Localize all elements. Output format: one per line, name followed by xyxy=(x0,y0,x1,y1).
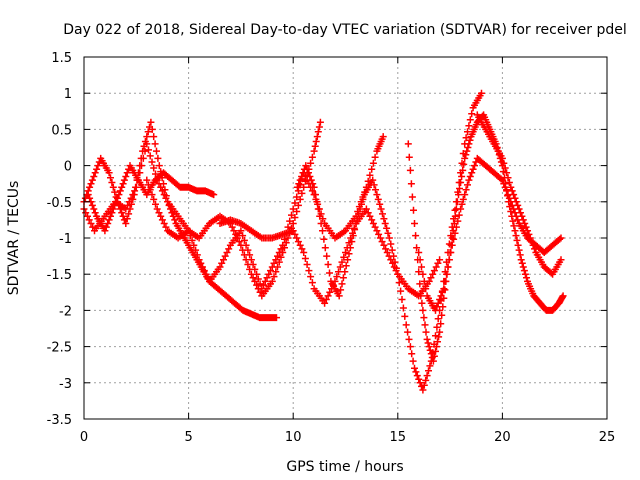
data-point-markers xyxy=(216,205,444,307)
data-point-markers xyxy=(473,111,565,278)
x-axis: 0 5 10 15 20 25 xyxy=(80,57,615,445)
y-tick-label: -3.5 xyxy=(47,413,72,428)
y-tick-label: 0 xyxy=(64,160,72,175)
series-track-f xyxy=(293,89,485,394)
y-axis: -3.5 -3 -2.5 -2 -1.5 -1 -0.5 0 0.5 1 1.5 xyxy=(47,51,607,428)
y-tick-label: 0.5 xyxy=(51,123,72,138)
y-tick-label: -2 xyxy=(59,304,72,319)
x-tick-label: 10 xyxy=(285,430,302,445)
series-track-e xyxy=(216,205,444,307)
y-tick-label: -0.5 xyxy=(47,196,72,211)
x-tick-label: 20 xyxy=(494,430,511,445)
x-axis-title: GPS time / hours xyxy=(286,459,403,475)
data-point-markers xyxy=(84,162,218,235)
series-track-i xyxy=(473,111,565,278)
chart-title: Day 022 of 2018, Sidereal Day-to-day VTE… xyxy=(63,22,627,38)
data-point-markers xyxy=(293,89,485,394)
y-tick-label: -3 xyxy=(59,377,72,392)
y-tick-label: -2.5 xyxy=(47,341,72,356)
y-axis-title: SDTVAR / TECUs xyxy=(6,181,22,296)
series-track-c xyxy=(84,162,218,235)
y-tick-label: 1 xyxy=(64,87,72,102)
data-points xyxy=(80,89,567,394)
y-tick-label: 1.5 xyxy=(51,51,72,66)
x-tick-label: 5 xyxy=(184,430,192,445)
x-tick-label: 25 xyxy=(599,430,616,445)
x-tick-label: 15 xyxy=(390,430,407,445)
y-tick-label: -1.5 xyxy=(47,268,72,283)
y-tick-label: -1 xyxy=(59,232,72,247)
x-tick-label: 0 xyxy=(80,430,88,445)
